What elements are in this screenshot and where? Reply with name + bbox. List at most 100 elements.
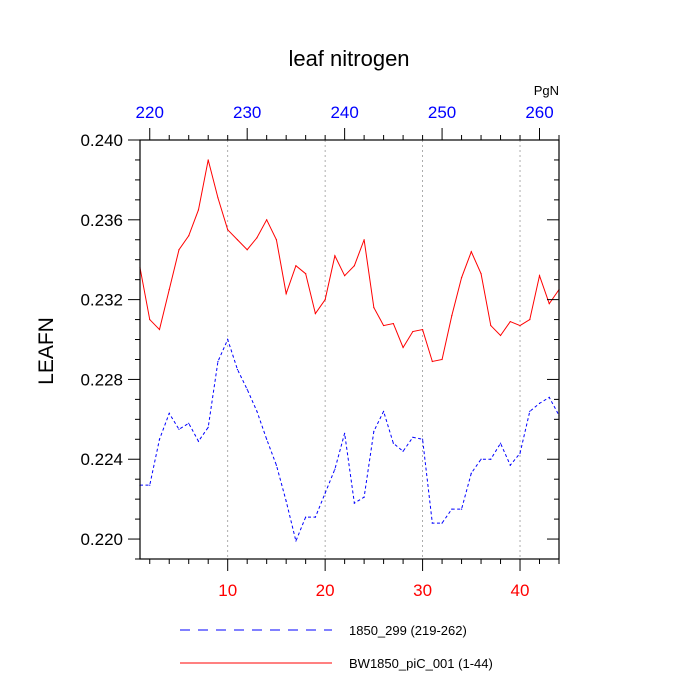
data-point	[412, 436, 414, 438]
data-point	[334, 255, 336, 257]
data-point	[460, 508, 463, 510]
data-point	[275, 239, 278, 241]
data-point	[402, 346, 404, 349]
data-point	[305, 516, 307, 518]
data-point	[197, 440, 200, 442]
top-tick-label: 230	[233, 103, 261, 122]
data-point	[236, 368, 239, 371]
data-point	[295, 265, 297, 267]
data-point	[285, 293, 287, 295]
data-point	[529, 318, 531, 321]
data-point	[188, 422, 190, 424]
data-point	[470, 251, 472, 253]
data-point	[421, 328, 424, 331]
data-point	[168, 412, 170, 414]
data-point	[402, 450, 404, 452]
data-point	[392, 322, 394, 325]
data-point	[197, 209, 200, 211]
top-tick-label: 240	[330, 103, 358, 122]
data-point	[217, 360, 219, 363]
data-point	[227, 229, 229, 231]
data-point	[158, 328, 161, 331]
data-point	[207, 159, 209, 161]
data-point	[451, 314, 453, 317]
data-point	[178, 428, 180, 430]
series-lines	[139, 159, 560, 543]
data-point	[217, 197, 219, 199]
y-tick-label: 0.240	[80, 131, 123, 150]
plot-frame	[139, 139, 560, 560]
data-point	[529, 410, 531, 412]
data-point	[373, 430, 375, 432]
data-point	[383, 324, 385, 327]
data-point	[168, 289, 170, 291]
data-point	[344, 432, 346, 434]
data-point	[363, 496, 365, 498]
data-point	[499, 442, 502, 444]
data-point	[383, 410, 385, 412]
data-point	[480, 273, 482, 275]
legend-label: BW1850_piC_001 (1-44)	[349, 656, 493, 671]
legend-label: 1850_299 (219-262)	[349, 623, 467, 638]
data-point	[373, 307, 375, 309]
top-tick-label: 260	[525, 103, 553, 122]
x-tick-label: 10	[218, 581, 237, 600]
data-point	[519, 324, 521, 327]
data-point	[509, 464, 511, 466]
x-tick-label: 20	[316, 581, 335, 600]
data-point	[275, 464, 278, 466]
axis-ticks: 10 20 30 40 220 230 240 250 260 0.220 0.224 0.228 0.…	[80, 103, 560, 600]
y-tick-label: 0.220	[80, 530, 123, 549]
data-point	[314, 312, 316, 315]
data-point	[460, 277, 463, 279]
y-tick-label: 0.224	[80, 450, 123, 469]
data-point	[470, 472, 472, 474]
y-tick-label: 0.228	[80, 370, 123, 389]
top-tick-label: 220	[136, 103, 164, 122]
data-point	[490, 324, 492, 327]
data-point	[548, 303, 550, 305]
data-point	[227, 338, 229, 341]
data-point	[295, 540, 297, 542]
data-point	[499, 334, 502, 337]
data-point	[236, 239, 239, 241]
data-point	[363, 239, 365, 241]
data-point	[188, 235, 190, 237]
data-point	[480, 458, 482, 460]
data-point	[149, 484, 151, 486]
data-point	[246, 249, 248, 251]
data-point	[451, 508, 453, 510]
data-point	[149, 318, 151, 321]
data-point	[256, 237, 258, 239]
data-point	[538, 275, 541, 277]
data-point	[207, 426, 209, 428]
grid-lines	[227, 140, 521, 559]
data-point	[266, 438, 268, 440]
series-line	[140, 338, 560, 543]
x-tick-label: 30	[413, 581, 432, 600]
data-point	[324, 492, 326, 494]
data-point	[421, 438, 424, 440]
data-point	[538, 402, 541, 404]
y-axis-label: LEAFN	[35, 317, 58, 385]
y-tick-label: 0.232	[80, 291, 123, 310]
data-point	[519, 452, 521, 454]
data-point	[158, 438, 161, 440]
y-tick-label: 0.236	[80, 211, 123, 230]
data-point	[490, 458, 492, 460]
series-line	[139, 159, 560, 363]
data-point	[353, 265, 355, 267]
data-point	[548, 396, 550, 398]
data-point	[353, 502, 355, 504]
data-point	[305, 273, 307, 275]
data-point	[441, 522, 443, 524]
data-point	[314, 516, 316, 518]
data-point	[178, 249, 180, 251]
top-tick-label: 250	[428, 103, 456, 122]
data-point	[256, 410, 258, 412]
data-point	[431, 522, 433, 524]
chart-title: leaf nitrogen	[288, 46, 409, 71]
data-point	[412, 330, 414, 333]
data-point	[509, 320, 511, 323]
